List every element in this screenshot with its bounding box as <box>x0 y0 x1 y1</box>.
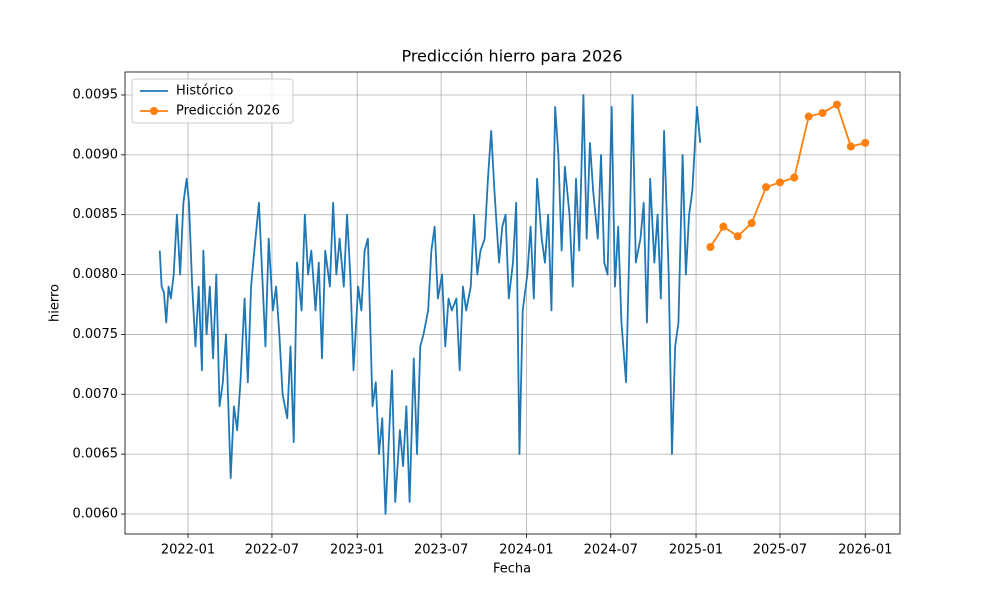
x-tick-label: 2026-01 <box>838 543 892 558</box>
y-tick-label: 0.0085 <box>73 207 119 222</box>
legend-marker <box>150 107 158 115</box>
y-axis-label: hierro <box>48 284 63 322</box>
legend-box <box>131 78 294 124</box>
data-point <box>706 243 715 252</box>
data-point <box>804 112 813 121</box>
x-tick-label: 2022-01 <box>161 543 215 558</box>
y-tick-label: 0.0070 <box>73 387 119 402</box>
axis-layer: 0.0060 0.0065 0.0070 0.0075 0.0080 0.0085 0.00… <box>73 87 893 557</box>
series-line <box>158 94 702 515</box>
legend-label: Histórico <box>176 84 233 99</box>
data-point <box>818 108 827 117</box>
x-axis-label: Fecha <box>493 562 531 577</box>
data-point <box>733 232 742 241</box>
data-point <box>861 138 870 147</box>
legend: Histórico Predicción 2026 <box>131 78 294 124</box>
x-tick-label: 2024-01 <box>499 543 553 558</box>
y-tick-label: 0.0065 <box>73 447 119 462</box>
data-point <box>832 100 841 109</box>
data-point <box>762 183 771 192</box>
x-tick-label: 2025-07 <box>753 543 807 558</box>
plot-frame <box>124 71 901 535</box>
x-tick-label: 2023-07 <box>414 543 468 558</box>
x-tick-label: 2024-07 <box>584 543 638 558</box>
data-point <box>719 222 728 231</box>
x-tick-label: 2023-01 <box>330 543 384 558</box>
y-tick-label: 0.0090 <box>73 147 119 162</box>
legend-label: Predicción 2026 <box>176 104 280 119</box>
y-tick-label: 0.0095 <box>73 87 119 102</box>
chart-title: Predicción hierro para 2026 <box>401 47 622 66</box>
data-point <box>747 219 756 228</box>
data-point <box>846 142 855 151</box>
x-tick-label: 2022-07 <box>245 543 299 558</box>
data-layer <box>158 94 870 515</box>
data-point <box>775 178 784 187</box>
data-point <box>790 173 799 182</box>
y-tick-label: 0.0080 <box>73 267 119 282</box>
x-tick-label: 2025-01 <box>669 543 723 558</box>
y-tick-label: 0.0075 <box>73 327 119 342</box>
y-tick-label: 0.0060 <box>73 507 119 522</box>
